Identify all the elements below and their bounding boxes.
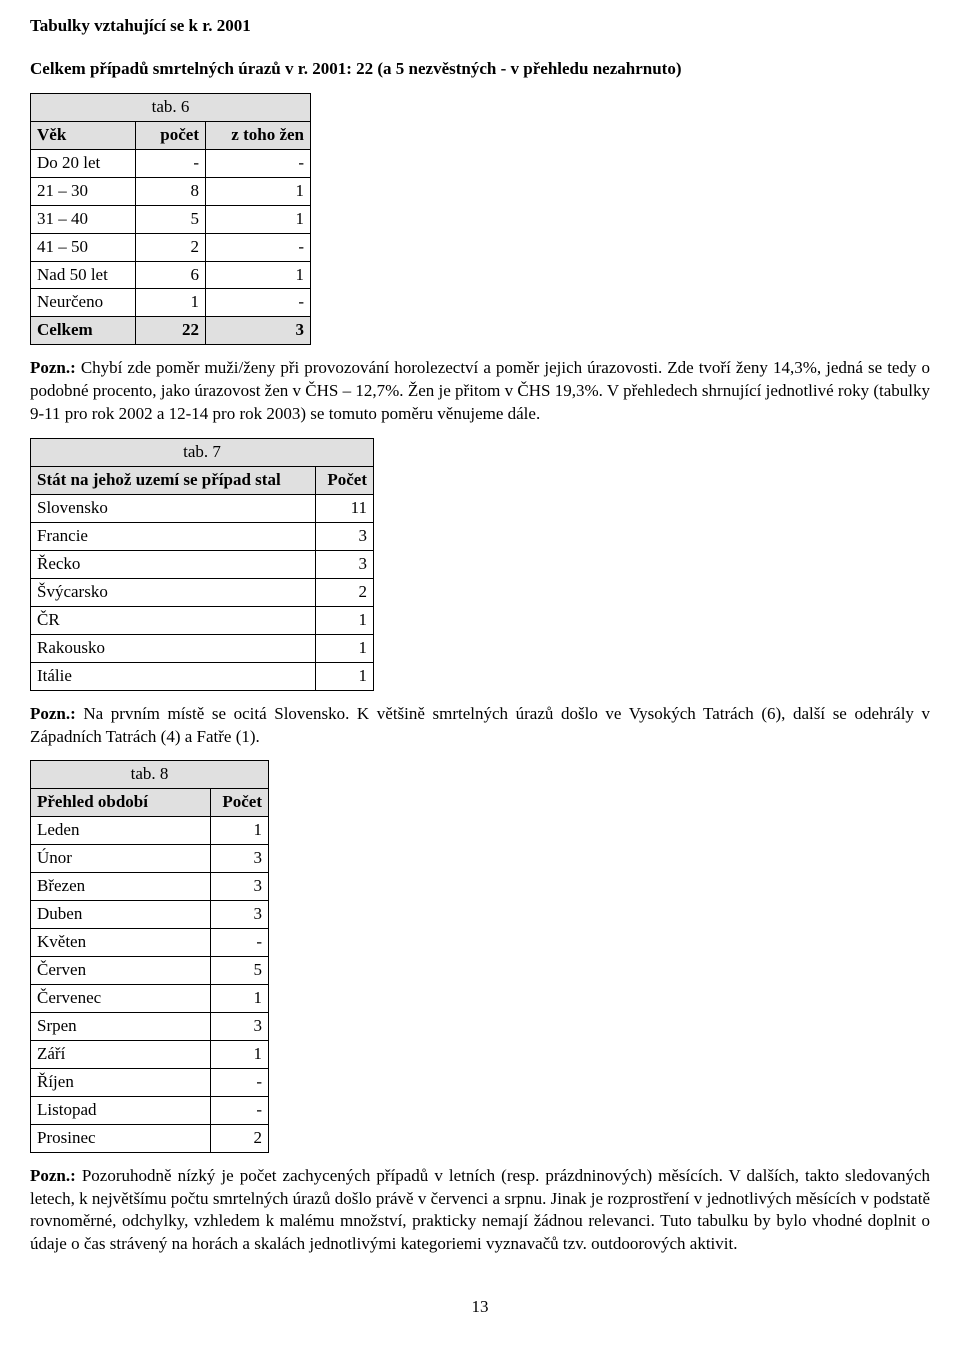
table-row-cell: Květen bbox=[31, 929, 211, 957]
table-7-header: Počet bbox=[316, 467, 374, 495]
table-row-cell: 3 bbox=[211, 901, 269, 929]
table-7-caption: tab. 7 bbox=[31, 439, 374, 467]
table-row-cell: - bbox=[136, 149, 206, 177]
table-row-cell: 1 bbox=[316, 662, 374, 690]
note-prefix: Pozn.: bbox=[30, 704, 76, 723]
table-row-cell: 1 bbox=[206, 261, 311, 289]
table-row-cell: 1 bbox=[316, 634, 374, 662]
note-3: Pozn.: Pozoruhodně nízký je počet zachyc… bbox=[30, 1165, 930, 1257]
table-row-cell: Březen bbox=[31, 873, 211, 901]
table-8-caption: tab. 8 bbox=[31, 761, 269, 789]
table-row-cell: Švýcarsko bbox=[31, 578, 316, 606]
note-body: Na prvním místě se ocitá Slovensko. K vě… bbox=[30, 704, 930, 746]
table-row-cell: Duben bbox=[31, 901, 211, 929]
table-row-cell: 41 – 50 bbox=[31, 233, 136, 261]
table-row-cell: ČR bbox=[31, 606, 316, 634]
table-row-cell: 22 bbox=[136, 317, 206, 345]
table-row-cell: 1 bbox=[211, 1040, 269, 1068]
note-prefix: Pozn.: bbox=[30, 358, 76, 377]
table-row-cell: 1 bbox=[211, 817, 269, 845]
table-row-cell: Listopad bbox=[31, 1096, 211, 1124]
table-row-cell: Do 20 let bbox=[31, 149, 136, 177]
table-row-cell: 2 bbox=[136, 233, 206, 261]
table-row-cell: 3 bbox=[211, 873, 269, 901]
table-row-cell: - bbox=[211, 929, 269, 957]
table-row-cell: Srpen bbox=[31, 1012, 211, 1040]
table-row-cell: 3 bbox=[211, 1012, 269, 1040]
table-6-header: z toho žen bbox=[206, 121, 311, 149]
table-6-header: počet bbox=[136, 121, 206, 149]
table-7-header: Stát na jehož uzemí se případ stal bbox=[31, 467, 316, 495]
note-body: Pozoruhodně nízký je počet zachycených p… bbox=[30, 1166, 930, 1254]
table-row-cell: 3 bbox=[316, 522, 374, 550]
table-row-cell: Neurčeno bbox=[31, 289, 136, 317]
table-row-cell: Červenec bbox=[31, 984, 211, 1012]
table-row-cell: - bbox=[211, 1096, 269, 1124]
table-row-cell: Rakousko bbox=[31, 634, 316, 662]
table-row-cell: 8 bbox=[136, 177, 206, 205]
table-8-header: Počet bbox=[211, 789, 269, 817]
table-6: tab. 6 Věk počet z toho žen Do 20 let-- … bbox=[30, 93, 311, 345]
table-row-cell: Slovensko bbox=[31, 495, 316, 523]
table-row-cell: - bbox=[206, 233, 311, 261]
table-row-cell: 11 bbox=[316, 495, 374, 523]
note-prefix: Pozn.: bbox=[30, 1166, 76, 1185]
table-row-cell: 21 – 30 bbox=[31, 177, 136, 205]
table-row-cell: Nad 50 let bbox=[31, 261, 136, 289]
table-row-cell: 2 bbox=[316, 578, 374, 606]
page-title: Tabulky vztahující se k r. 2001 bbox=[30, 15, 930, 38]
table-7: tab. 7 Stát na jehož uzemí se případ sta… bbox=[30, 438, 374, 690]
table-row-cell: 3 bbox=[211, 845, 269, 873]
table-row-cell: Prosinec bbox=[31, 1124, 211, 1152]
table-row-cell: Září bbox=[31, 1040, 211, 1068]
table-row-cell: - bbox=[206, 149, 311, 177]
table-row-cell: - bbox=[211, 1068, 269, 1096]
table-row-cell: Říjen bbox=[31, 1068, 211, 1096]
table-row-cell: 3 bbox=[206, 317, 311, 345]
table-row-cell: Leden bbox=[31, 817, 211, 845]
table-row-cell: - bbox=[206, 289, 311, 317]
table-6-header: Věk bbox=[31, 121, 136, 149]
table-row-cell: 5 bbox=[136, 205, 206, 233]
table-row-cell: 1 bbox=[206, 177, 311, 205]
table-8-header: Přehled období bbox=[31, 789, 211, 817]
table-row-cell: Itálie bbox=[31, 662, 316, 690]
table-row-cell: 2 bbox=[211, 1124, 269, 1152]
table-row-cell: 1 bbox=[316, 606, 374, 634]
table-row-cell: 6 bbox=[136, 261, 206, 289]
table-row-cell: 31 – 40 bbox=[31, 205, 136, 233]
table-6-caption: tab. 6 bbox=[31, 93, 311, 121]
table-row-cell: Řecko bbox=[31, 550, 316, 578]
table-row-cell: 5 bbox=[211, 957, 269, 985]
table-row-cell: Celkem bbox=[31, 317, 136, 345]
table-row-cell: 3 bbox=[316, 550, 374, 578]
note-body: Chybí zde poměr muži/ženy při provozován… bbox=[30, 358, 930, 423]
note-2: Pozn.: Na prvním místě se ocitá Slovensk… bbox=[30, 703, 930, 749]
table-row-cell: Francie bbox=[31, 522, 316, 550]
table-row-cell: 1 bbox=[206, 205, 311, 233]
table-8: tab. 8 Přehled období Počet Leden1 Únor3… bbox=[30, 760, 269, 1152]
note-1: Pozn.: Chybí zde poměr muži/ženy při pro… bbox=[30, 357, 930, 426]
table-row-cell: Únor bbox=[31, 845, 211, 873]
subtitle: Celkem případů smrtelných úrazů v r. 200… bbox=[30, 58, 930, 81]
table-row-cell: 1 bbox=[136, 289, 206, 317]
table-row-cell: 1 bbox=[211, 984, 269, 1012]
table-row-cell: Červen bbox=[31, 957, 211, 985]
page-number: 13 bbox=[30, 1296, 930, 1319]
